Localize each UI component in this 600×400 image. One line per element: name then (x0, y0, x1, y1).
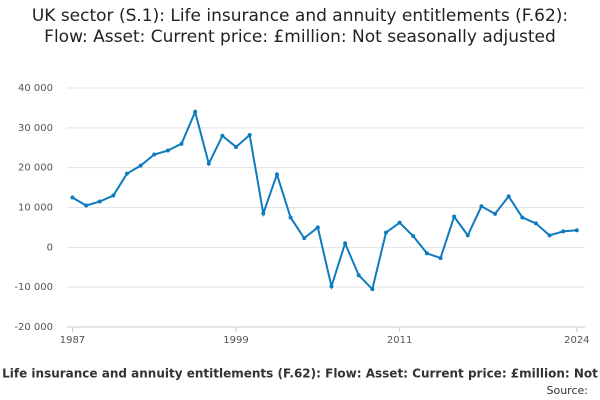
point (111, 193, 116, 198)
y-tick-label: 10 000 (18, 203, 53, 214)
point (533, 221, 538, 226)
point (343, 241, 348, 246)
y-tick-label: 40 000 (18, 83, 53, 94)
point (165, 148, 170, 153)
point (561, 229, 566, 234)
point (424, 251, 429, 256)
point (383, 230, 388, 235)
point (547, 233, 552, 238)
point (452, 214, 457, 219)
point (411, 234, 416, 239)
point (329, 284, 334, 289)
line (71, 108, 577, 292)
point (247, 133, 252, 138)
point (520, 215, 525, 220)
point (152, 152, 157, 157)
point (234, 144, 239, 149)
point (493, 211, 498, 216)
point (465, 233, 470, 238)
point (138, 163, 143, 168)
point (261, 211, 266, 216)
y-tick-label: 30 000 (18, 123, 53, 134)
point (70, 195, 75, 200)
point (506, 194, 511, 199)
point (356, 273, 361, 278)
point (302, 236, 307, 241)
point (288, 215, 293, 220)
x-tick-label: 2011 (387, 335, 412, 346)
x-tick-label: 1999 (223, 335, 248, 346)
point (220, 133, 225, 138)
point (179, 141, 184, 146)
point (574, 228, 579, 233)
source: Source: (547, 384, 589, 397)
point (124, 171, 129, 176)
x-axis-label: Life insurance and annuity entitlements … (2, 367, 598, 381)
point (315, 225, 320, 230)
chart-title: UK sector (S.1): Life insurance and annu… (31, 6, 569, 47)
x-tick-label: 2024 (564, 335, 589, 346)
point (397, 220, 402, 225)
y-tick-label: -20 000 (14, 322, 53, 333)
point (84, 203, 89, 208)
point (479, 204, 484, 209)
point (370, 287, 375, 292)
point (97, 199, 102, 204)
point (193, 109, 198, 114)
point (206, 161, 211, 166)
y-tick-label: -10 000 (14, 282, 53, 293)
point (274, 172, 279, 177)
y-tick-label: 0 (47, 242, 53, 253)
point (438, 256, 443, 261)
y-tick-label: 20 000 (18, 163, 53, 174)
x-tick-label: 1987 (60, 335, 85, 346)
